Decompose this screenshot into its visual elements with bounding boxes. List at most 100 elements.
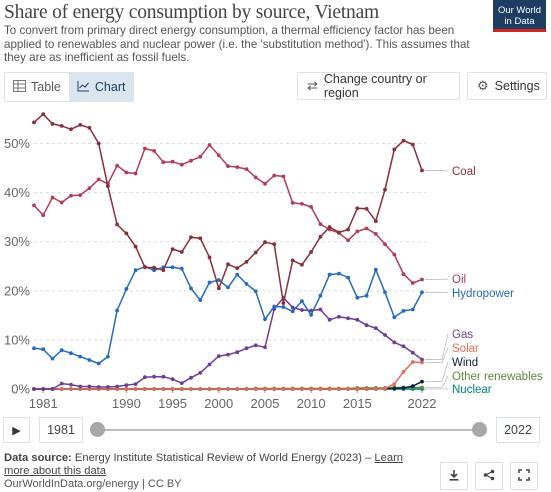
data-point-solar[interactable] [235,387,240,391]
data-point-gas[interactable] [50,387,55,391]
data-point-hydropower[interactable] [272,304,277,309]
data-point-oil[interactable] [78,193,83,197]
data-point-gas[interactable] [235,350,240,355]
data-point-hydropower[interactable] [170,265,175,270]
data-point-oil[interactable] [346,238,350,243]
data-point-oil[interactable] [318,222,323,226]
data-point-hydropower[interactable] [189,286,193,291]
data-point-coal[interactable] [337,230,341,235]
data-point-wind[interactable] [420,379,424,384]
data-point-solar[interactable] [152,387,157,391]
data-point-oil[interactable] [401,272,406,276]
data-point-solar[interactable] [143,387,147,391]
data-point-hydropower[interactable] [115,308,119,313]
download-button[interactable] [440,462,468,490]
data-point-hydropower[interactable] [32,346,36,351]
data-point-hydropower[interactable] [87,358,92,362]
data-point-hydropower[interactable] [392,315,397,320]
data-point-gas[interactable] [226,352,230,357]
data-point-solar[interactable] [337,387,341,391]
data-point-coal[interactable] [106,184,110,189]
data-point-gas[interactable] [207,362,212,367]
data-point-coal[interactable] [133,244,138,249]
data-point-coal[interactable] [216,286,221,291]
data-point-coal[interactable] [69,127,73,132]
data-point-gas[interactable] [189,375,193,380]
data-point-coal[interactable] [59,124,64,128]
data-point-oil[interactable] [290,201,295,205]
data-point-gas[interactable] [392,340,397,345]
data-point-coal[interactable] [410,142,415,147]
data-point-wind[interactable] [401,386,406,390]
data-point-coal[interactable] [189,235,193,240]
data-point-hydropower[interactable] [198,298,203,302]
data-point-gas[interactable] [318,307,323,312]
data-point-hydropower[interactable] [420,290,424,295]
data-point-solar[interactable] [170,387,175,391]
data-point-coal[interactable] [272,242,277,247]
data-point-gas[interactable] [198,370,203,375]
data-point-gas[interactable] [355,317,360,322]
data-point-gas[interactable] [41,387,46,391]
data-point-oil[interactable] [179,162,184,167]
data-point-coal[interactable] [41,112,46,116]
data-point-gas[interactable] [161,374,166,379]
data-point-gas[interactable] [337,314,341,319]
data-point-oil[interactable] [198,154,203,159]
data-point-oil[interactable] [32,203,36,208]
data-point-coal[interactable] [383,187,387,192]
data-point-coal[interactable] [346,227,350,232]
data-point-oil[interactable] [69,193,73,198]
data-point-hydropower[interactable] [207,280,212,285]
data-point-hydropower[interactable] [401,309,406,313]
data-point-coal[interactable] [290,258,295,263]
data-point-wind[interactable] [410,384,415,388]
data-point-other-renewables[interactable] [420,385,424,390]
data-point-gas[interactable] [263,345,267,350]
data-point-hydropower[interactable] [309,313,313,317]
data-point-coal[interactable] [300,262,304,267]
data-point-oil[interactable] [115,163,119,168]
data-point-solar[interactable] [281,387,286,391]
data-point-gas[interactable] [410,350,415,355]
data-point-oil[interactable] [355,229,360,234]
data-point-gas[interactable] [216,354,221,358]
data-point-gas[interactable] [290,305,295,310]
data-point-hydropower[interactable] [216,278,221,282]
data-point-hydropower[interactable] [133,268,138,273]
data-point-solar[interactable] [300,387,304,391]
data-point-hydropower[interactable] [59,348,64,353]
data-point-coal[interactable] [263,240,267,245]
data-point-coal[interactable] [281,301,286,305]
data-point-gas[interactable] [420,357,424,362]
data-point-coal[interactable] [235,266,240,271]
data-point-solar[interactable] [346,387,350,391]
data-point-solar[interactable] [253,387,258,391]
data-point-oil[interactable] [124,170,129,175]
data-point-hydropower[interactable] [50,356,55,361]
data-point-solar[interactable] [69,387,73,391]
data-point-hydropower[interactable] [364,293,369,298]
data-point-coal[interactable] [207,255,212,260]
data-point-hydropower[interactable] [41,347,46,352]
data-point-oil[interactable] [152,149,157,153]
data-point-gas[interactable] [373,326,378,330]
data-point-solar[interactable] [179,387,184,391]
timeline-start-handle[interactable] [90,422,105,437]
data-point-oil[interactable] [420,277,424,282]
data-point-coal[interactable] [170,247,175,252]
data-point-hydropower[interactable] [69,351,73,356]
data-point-oil[interactable] [300,202,304,206]
change-country-button[interactable]: ⇄ Change country or region [297,72,460,100]
data-point-coal[interactable] [115,222,119,227]
data-point-gas[interactable] [179,381,184,385]
data-point-hydropower[interactable] [300,299,304,303]
data-point-solar[interactable] [207,387,212,391]
data-point-hydropower[interactable] [373,267,378,272]
data-point-gas[interactable] [96,385,101,389]
data-point-gas[interactable] [78,384,83,389]
timeline-end-handle[interactable] [472,422,487,437]
data-point-hydropower[interactable] [346,275,350,280]
data-point-gas[interactable] [346,316,350,321]
learn-more-link[interactable]: Learn more about this data [4,452,404,477]
